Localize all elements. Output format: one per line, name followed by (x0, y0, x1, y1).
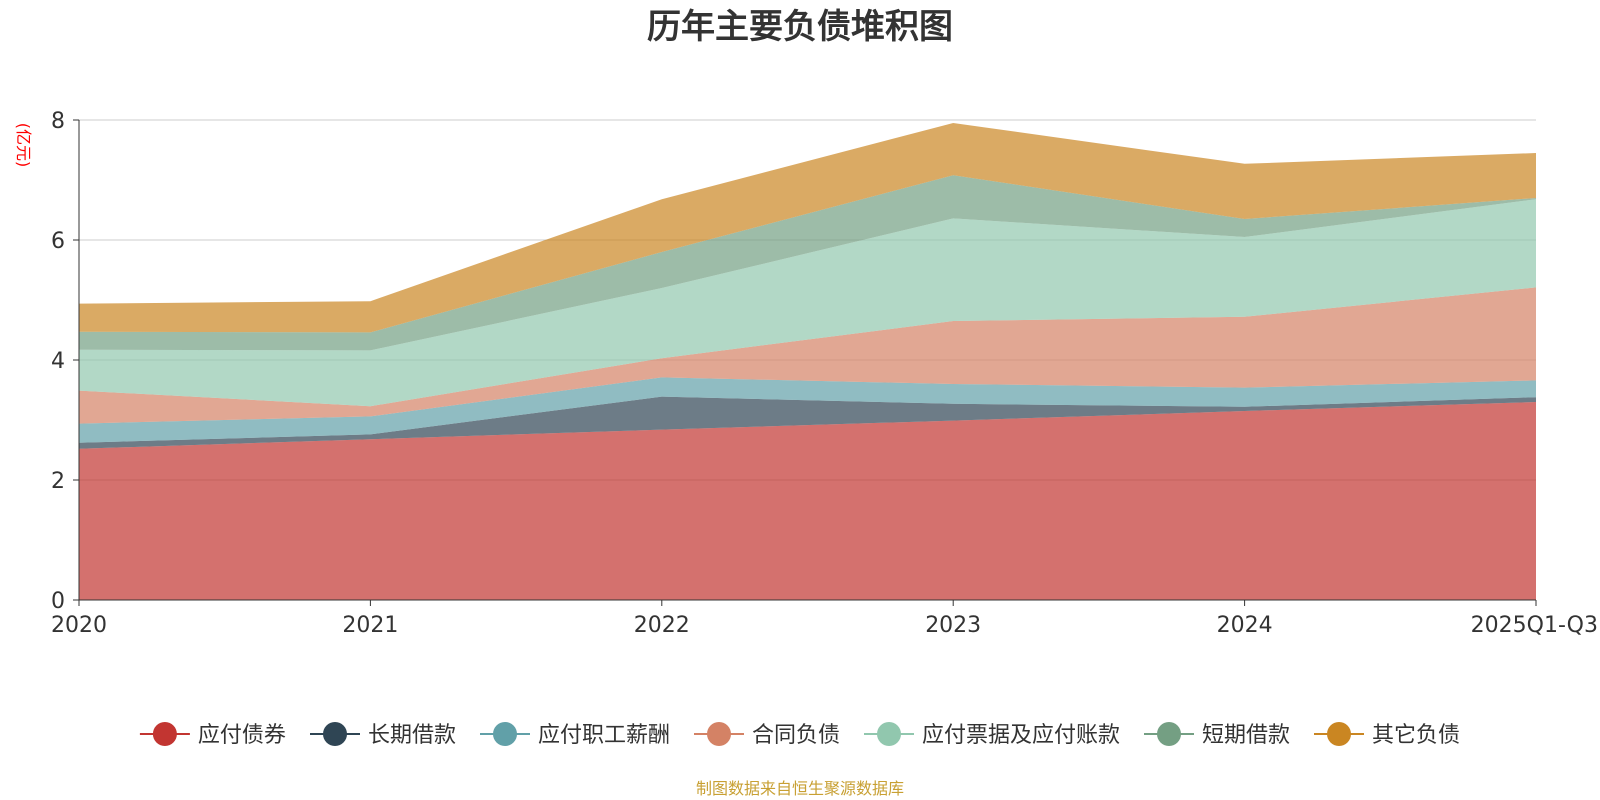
area-series-短期借款[interactable] (79, 175, 1536, 351)
y-tick-label: 8 (51, 109, 65, 134)
source-note: 制图数据来自恒生聚源数据库 (696, 779, 904, 798)
legend-marker-icon (493, 722, 517, 746)
x-tick-label: 2025Q1-Q3 (1471, 613, 1598, 638)
area-series-应付职工薪酬[interactable] (79, 377, 1536, 443)
axes: 0 2 4 6 8 2020 2021 2022 2023 2024 2025Q1-Q3 (51, 109, 1598, 638)
legend-item-应付债券[interactable]: 应付债券 (139, 722, 286, 748)
legend-marker-icon (152, 722, 177, 746)
area-series-长期借款[interactable] (79, 396, 1536, 449)
area-series-合同负债[interactable] (79, 287, 1536, 424)
legend-marker-icon (323, 722, 347, 746)
x-tick-label: 2020 (51, 613, 107, 638)
legend-marker-icon (707, 722, 731, 746)
area-series-应付债券[interactable] (79, 402, 1536, 600)
x-tick-label: 2024 (1217, 613, 1273, 638)
legend-item-长期借款[interactable]: 长期借款 (310, 722, 456, 748)
legend-item-其它负债[interactable]: 其它负债 (1314, 722, 1460, 748)
legend-item-合同负债[interactable]: 合同负债 (694, 722, 840, 748)
legend-marker-icon (1157, 722, 1181, 746)
y-axis-unit-label: (亿元) (14, 123, 33, 168)
y-tick-label: 2 (51, 469, 65, 494)
legend-marker-icon (877, 722, 901, 746)
x-tick-label: 2023 (925, 613, 981, 638)
legend-label: 其它负债 (1372, 723, 1460, 748)
y-tick-label: 6 (51, 229, 65, 254)
legend-item-应付票据及应付账款[interactable]: 应付票据及应付账款 (864, 722, 1120, 748)
legend[interactable]: 应付债券 长期借款 应付职工薪酬 合同负债 应付票据及应付账款 短期借款 其它负债 (139, 722, 1460, 748)
chart-title: 历年主要负债堆积图 (647, 7, 953, 47)
legend-label: 应付债券 (198, 723, 286, 748)
legend-label: 短期借款 (1202, 723, 1290, 748)
legend-item-短期借款[interactable]: 短期借款 (1144, 722, 1290, 748)
legend-item-应付职工薪酬[interactable]: 应付职工薪酬 (480, 722, 670, 748)
legend-marker-icon (1327, 722, 1351, 746)
legend-label: 合同负债 (752, 723, 840, 748)
area-series-其它负债[interactable] (79, 123, 1536, 333)
y-tick-label: 0 (51, 589, 65, 614)
area-series (79, 123, 1536, 600)
legend-label: 应付职工薪酬 (538, 723, 670, 748)
y-tick-label: 4 (51, 349, 65, 374)
legend-label: 长期借款 (368, 723, 456, 748)
x-tick-label: 2022 (634, 613, 690, 638)
legend-label: 应付票据及应付账款 (922, 723, 1120, 748)
x-tick-label: 2021 (342, 613, 398, 638)
area-series-应付票据及应付账款[interactable] (79, 199, 1536, 407)
